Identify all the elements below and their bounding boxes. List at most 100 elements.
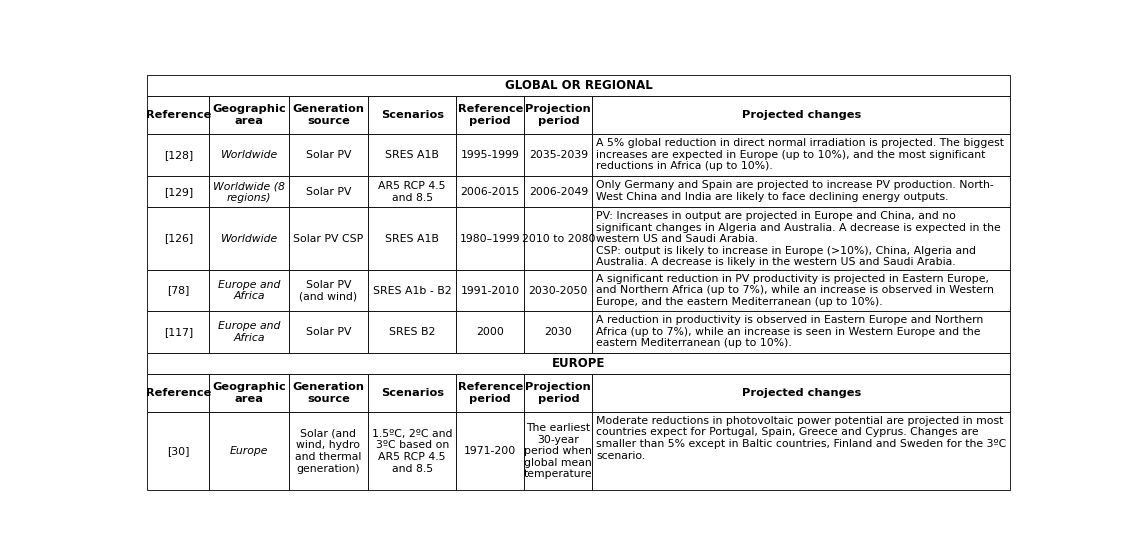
Text: [126]: [126] bbox=[164, 234, 193, 243]
Bar bbox=[593, 134, 1010, 176]
Bar bbox=[147, 353, 1010, 374]
Bar bbox=[524, 207, 593, 270]
Bar bbox=[210, 134, 289, 176]
Text: 2006-2049: 2006-2049 bbox=[528, 187, 588, 197]
Text: Projection
period: Projection period bbox=[525, 382, 592, 403]
Text: A 5% global reduction in direct normal irradiation is projected. The biggest
inc: A 5% global reduction in direct normal i… bbox=[596, 138, 1005, 171]
Bar bbox=[368, 412, 456, 490]
Text: 2000: 2000 bbox=[476, 327, 505, 337]
Bar bbox=[524, 134, 593, 176]
Bar bbox=[147, 270, 210, 311]
Bar bbox=[210, 207, 289, 270]
Bar bbox=[368, 374, 456, 412]
Text: Solar PV: Solar PV bbox=[306, 327, 351, 337]
Bar bbox=[147, 412, 210, 490]
Bar bbox=[210, 96, 289, 134]
Text: Moderate reductions in photovoltaic power potential are projected in most
countr: Moderate reductions in photovoltaic powe… bbox=[596, 416, 1007, 460]
Text: [117]: [117] bbox=[164, 327, 193, 337]
Text: Generation
source: Generation source bbox=[292, 382, 365, 403]
Text: Solar PV CSP: Solar PV CSP bbox=[294, 234, 364, 243]
Bar bbox=[456, 412, 524, 490]
Text: 2030: 2030 bbox=[544, 327, 572, 337]
Bar bbox=[524, 311, 593, 353]
Text: 2035-2039: 2035-2039 bbox=[528, 150, 588, 160]
Bar bbox=[147, 311, 210, 353]
Bar bbox=[368, 270, 456, 311]
Bar bbox=[524, 374, 593, 412]
Bar bbox=[593, 176, 1010, 207]
Text: Geographic
area: Geographic area bbox=[212, 382, 286, 403]
Bar bbox=[147, 176, 210, 207]
Bar bbox=[456, 374, 524, 412]
Text: A reduction in productivity is observed in Eastern Europe and Northern
Africa (u: A reduction in productivity is observed … bbox=[596, 315, 983, 348]
Bar bbox=[456, 134, 524, 176]
Text: Solar PV: Solar PV bbox=[306, 187, 351, 197]
Bar bbox=[289, 412, 368, 490]
Bar bbox=[147, 207, 210, 270]
Text: Scenarios: Scenarios bbox=[380, 110, 444, 120]
Text: Solar PV: Solar PV bbox=[306, 150, 351, 160]
Bar bbox=[289, 207, 368, 270]
Bar bbox=[147, 75, 1010, 96]
Text: Worldwide: Worldwide bbox=[220, 234, 278, 243]
Text: Europe: Europe bbox=[230, 446, 269, 456]
Text: Europe and
Africa: Europe and Africa bbox=[218, 321, 280, 343]
Text: 1.5ºC, 2ºC and
3ºC based on
AR5 RCP 4.5
and 8.5: 1.5ºC, 2ºC and 3ºC based on AR5 RCP 4.5 … bbox=[371, 429, 453, 474]
Bar bbox=[456, 311, 524, 353]
Bar bbox=[456, 270, 524, 311]
Bar bbox=[456, 207, 524, 270]
Text: SRES A1B: SRES A1B bbox=[385, 234, 439, 243]
Text: [78]: [78] bbox=[167, 286, 190, 296]
Text: Geographic
area: Geographic area bbox=[212, 104, 286, 126]
Text: 1991-2010: 1991-2010 bbox=[461, 286, 519, 296]
Text: Projected changes: Projected changes bbox=[742, 388, 860, 398]
Text: Reference
period: Reference period bbox=[457, 104, 523, 126]
Bar bbox=[593, 270, 1010, 311]
Text: 2010 to 2080: 2010 to 2080 bbox=[522, 234, 595, 243]
Bar bbox=[289, 311, 368, 353]
Text: Reference: Reference bbox=[146, 110, 211, 120]
Bar bbox=[368, 96, 456, 134]
Bar bbox=[147, 134, 210, 176]
Text: Reference: Reference bbox=[146, 388, 211, 398]
Bar bbox=[289, 374, 368, 412]
Bar bbox=[524, 176, 593, 207]
Bar bbox=[368, 176, 456, 207]
Text: PV: Increases in output are projected in Europe and China, and no
significant ch: PV: Increases in output are projected in… bbox=[596, 211, 1001, 267]
Bar bbox=[593, 374, 1010, 412]
Bar bbox=[289, 270, 368, 311]
Text: Only Germany and Spain are projected to increase PV production. North-
West Chin: Only Germany and Spain are projected to … bbox=[596, 180, 994, 202]
Text: Reference
period: Reference period bbox=[457, 382, 523, 403]
Text: [128]: [128] bbox=[164, 150, 193, 160]
Text: EUROPE: EUROPE bbox=[552, 357, 605, 369]
Bar bbox=[210, 374, 289, 412]
Text: Projection
period: Projection period bbox=[525, 104, 592, 126]
Text: SRES A1b - B2: SRES A1b - B2 bbox=[373, 286, 452, 296]
Text: 2006-2015: 2006-2015 bbox=[461, 187, 519, 197]
Bar bbox=[524, 270, 593, 311]
Bar bbox=[524, 96, 593, 134]
Text: 1995-1999: 1995-1999 bbox=[461, 150, 519, 160]
Text: Projected changes: Projected changes bbox=[742, 110, 860, 120]
Text: A significant reduction in PV productivity is projected in Eastern Europe,
and N: A significant reduction in PV productivi… bbox=[596, 273, 995, 307]
Bar bbox=[456, 96, 524, 134]
Bar bbox=[147, 374, 210, 412]
Bar bbox=[593, 207, 1010, 270]
Text: Generation
source: Generation source bbox=[292, 104, 365, 126]
Bar bbox=[210, 311, 289, 353]
Text: Solar PV
(and wind): Solar PV (and wind) bbox=[299, 280, 358, 301]
Text: GLOBAL OR REGIONAL: GLOBAL OR REGIONAL bbox=[505, 79, 653, 92]
Bar bbox=[289, 176, 368, 207]
Bar bbox=[368, 311, 456, 353]
Bar bbox=[289, 134, 368, 176]
Text: The earliest
30-year
period when
global mean
temperature: The earliest 30-year period when global … bbox=[524, 423, 593, 479]
Bar bbox=[210, 270, 289, 311]
Text: [129]: [129] bbox=[164, 187, 193, 197]
Bar bbox=[368, 207, 456, 270]
Bar bbox=[456, 176, 524, 207]
Text: 1971-200: 1971-200 bbox=[464, 446, 516, 456]
Text: Solar (and
wind, hydro
and thermal
generation): Solar (and wind, hydro and thermal gener… bbox=[296, 429, 361, 474]
Text: Worldwide (8
regions): Worldwide (8 regions) bbox=[213, 181, 285, 203]
Bar bbox=[368, 134, 456, 176]
Text: AR5 RCP 4.5
and 8.5: AR5 RCP 4.5 and 8.5 bbox=[378, 181, 446, 203]
